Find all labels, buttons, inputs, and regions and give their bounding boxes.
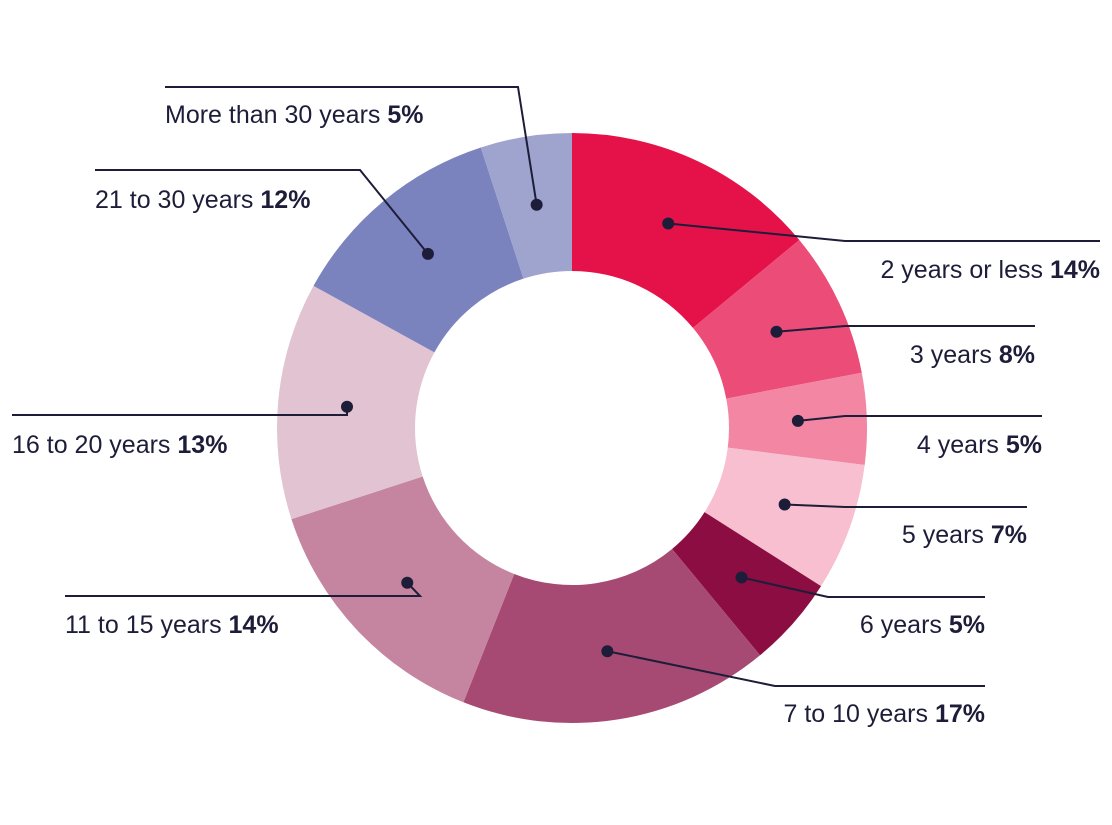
leader-line-2-years-or-less (668, 222, 1100, 242)
leader-line-11-to-15-years (65, 582, 423, 597)
marker-dot-6-years (735, 571, 748, 584)
slice-label-11-to-15-years: 11 to 15 years 14% (65, 611, 279, 639)
marker-dot-21-to-30-years (421, 247, 434, 260)
slice-5-years (704, 447, 865, 587)
slice-label-2-years-or-less: 2 years or less 14% (880, 256, 1100, 284)
slice-label-percent: 5% (1006, 431, 1042, 459)
slice-label-3-years: 3 years 8% (910, 341, 1035, 369)
slice-21-to-30-years (313, 147, 524, 353)
slice-label-7-to-10-years: 7 to 10 years 17% (783, 700, 985, 728)
slice-label-name: 11 to 15 years (65, 611, 229, 639)
slice-label-percent: 7% (991, 521, 1027, 549)
leader-line-6-years (741, 576, 985, 598)
marker-dot-5-years (778, 498, 791, 511)
leader-line-7-to-10-years (607, 650, 985, 687)
slice-2-years-or-less (572, 133, 800, 328)
slice-label-21-to-30-years: 21 to 30 years 12% (95, 186, 310, 214)
slice-label-name: 6 years (860, 611, 949, 639)
marker-dot-16-to-20-years (341, 400, 354, 413)
labels-group: 2 years or less 14%3 years 8%4 years 5%5… (12, 101, 1100, 728)
slice-label-percent: 17% (935, 700, 985, 728)
marker-dot-3-years (770, 325, 783, 338)
slice-label-16-to-20-years: 16 to 20 years 13% (12, 431, 227, 459)
leader-line-4-years (797, 415, 1042, 422)
slice-label-name: 3 years (910, 341, 999, 369)
leader-line-21-to-30-years (95, 169, 429, 255)
leader-line-5-years (784, 503, 1027, 508)
slice-label-name: More than 30 years (165, 101, 387, 129)
marker-dot-2-years-or-less (662, 217, 675, 230)
slice-label-percent: 8% (999, 341, 1035, 369)
slice-label-name: 2 years or less (880, 256, 1050, 284)
marker-dot-more-than-30-years (530, 198, 543, 211)
leader-line-3-years (776, 325, 1035, 333)
slice-16-to-20-years (277, 285, 435, 520)
slice-label-5-years: 5 years 7% (902, 521, 1027, 549)
slice-3-years (692, 239, 862, 399)
slice-label-percent: 13% (177, 431, 227, 459)
leader-line-more-than-30-years (165, 86, 538, 205)
slice-label-4-years: 4 years 5% (917, 431, 1042, 459)
slice-label-more-than-30-years: More than 30 years 5% (165, 101, 423, 129)
slices-group (277, 133, 867, 723)
slice-label-percent: 5% (949, 611, 985, 639)
marker-dot-11-to-15-years (401, 576, 414, 589)
slice-7-to-10-years (463, 548, 761, 723)
slice-more-than-30-years (480, 133, 572, 279)
slice-label-percent: 5% (387, 101, 423, 129)
slice-label-name: 7 to 10 years (783, 700, 934, 728)
slice-label-percent: 12% (260, 186, 310, 214)
slice-label-name: 16 to 20 years (12, 431, 177, 459)
slice-label-6-years: 6 years 5% (860, 611, 985, 639)
slice-6-years (672, 512, 822, 656)
slice-label-name: 21 to 30 years (95, 186, 260, 214)
marker-dot-4-years (791, 414, 804, 427)
slice-label-name: 5 years (902, 521, 991, 549)
leader-lines-group (12, 86, 1100, 687)
slice-label-percent: 14% (1050, 256, 1100, 284)
slice-label-percent: 14% (229, 611, 279, 639)
slice-11-to-15-years (291, 476, 515, 703)
slice-label-name: 4 years (917, 431, 1006, 459)
marker-dot-7-to-10-years (601, 645, 614, 658)
